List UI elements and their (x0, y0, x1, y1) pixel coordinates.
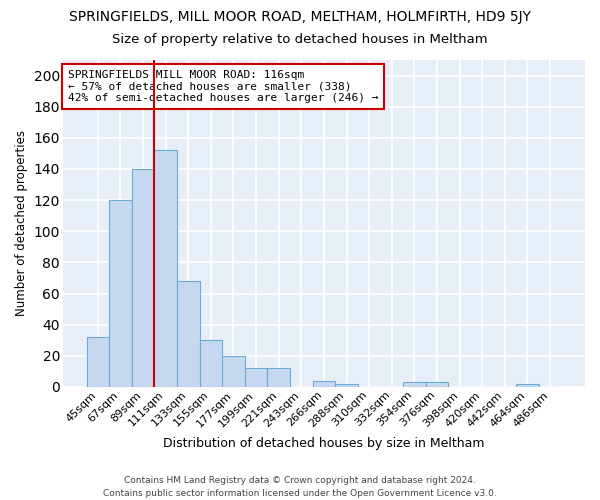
Bar (154, 150, 177, 387)
X-axis label: Distribution of detached houses by size in Meltham: Distribution of detached houses by size … (163, 437, 485, 450)
Bar (132, 169, 154, 387)
Bar (86, 337, 109, 387)
Text: SPRINGFIELDS MILL MOOR ROAD: 116sqm
← 57% of detached houses are smaller (338)
4: SPRINGFIELDS MILL MOOR ROAD: 116sqm ← 57… (68, 70, 379, 103)
Text: SPRINGFIELDS, MILL MOOR ROAD, MELTHAM, HOLMFIRTH, HD9 5JY: SPRINGFIELDS, MILL MOOR ROAD, MELTHAM, H… (69, 10, 531, 24)
Bar (109, 200, 132, 387)
Bar (222, 356, 245, 387)
Bar (335, 384, 358, 387)
Bar (177, 281, 200, 387)
Text: Size of property relative to detached houses in Meltham: Size of property relative to detached ho… (112, 32, 488, 46)
Bar (268, 368, 290, 387)
Bar (425, 382, 448, 387)
Bar (245, 368, 268, 387)
Bar (403, 382, 425, 387)
Y-axis label: Number of detached properties: Number of detached properties (15, 130, 28, 316)
Text: Contains HM Land Registry data © Crown copyright and database right 2024.
Contai: Contains HM Land Registry data © Crown c… (103, 476, 497, 498)
Bar (200, 340, 222, 387)
Bar (516, 384, 539, 387)
Bar (313, 380, 335, 387)
